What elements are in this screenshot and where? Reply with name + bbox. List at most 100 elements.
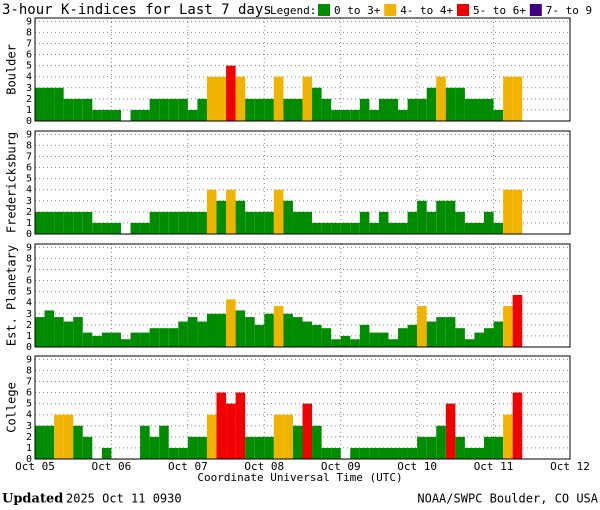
bar [149, 436, 160, 459]
bar [331, 447, 341, 459]
bar [407, 98, 418, 121]
bar [321, 328, 332, 347]
bar [149, 98, 160, 121]
y-tick-label: 5 [26, 287, 32, 298]
bar [493, 109, 504, 121]
footer-source: NOAA/SWPC Boulder, CO USA [417, 492, 598, 506]
y-tick-label: 0 [26, 454, 32, 465]
bar [273, 76, 284, 121]
bar [464, 98, 475, 121]
bar [235, 200, 246, 234]
bar [149, 328, 160, 347]
bar [187, 109, 198, 121]
bar [378, 211, 389, 234]
bar [273, 189, 284, 234]
bar [130, 332, 141, 347]
y-tick-label: 1 [26, 331, 32, 342]
bar [417, 306, 427, 347]
bar [455, 87, 465, 121]
x-axis-title: Coordinate Universal Time (UTC) [197, 471, 402, 484]
y-tick-label: 7 [26, 38, 32, 49]
panel-label: College [5, 382, 19, 433]
bar [321, 98, 332, 121]
y-tick-label: 6 [26, 163, 32, 174]
bar [101, 447, 112, 459]
bar [474, 447, 485, 459]
bar [378, 447, 389, 459]
bar [350, 109, 360, 121]
legend-swatch [529, 4, 542, 16]
y-tick-label: 8 [26, 27, 32, 38]
bar [312, 324, 322, 347]
bar [44, 211, 55, 234]
y-tick-label: 6 [26, 388, 32, 399]
bar [464, 339, 475, 347]
bar [340, 109, 351, 121]
bar [206, 313, 217, 347]
bar [503, 189, 513, 234]
bar [407, 324, 418, 347]
y-tick-label: 9 [26, 242, 32, 253]
bar [359, 98, 370, 121]
bar [455, 328, 465, 347]
bar [359, 211, 370, 234]
bar [187, 317, 198, 347]
bar [407, 211, 418, 234]
bar [321, 222, 332, 234]
y-tick-label: 2 [26, 207, 32, 218]
bar [436, 76, 446, 121]
bar [178, 98, 188, 121]
bar [140, 332, 150, 347]
bar [44, 310, 55, 347]
y-tick-label: 7 [26, 264, 32, 275]
bar [445, 87, 456, 121]
y-tick-label: 1 [26, 443, 32, 454]
bar [292, 98, 303, 121]
bar [455, 436, 465, 459]
x-tick-label: Oct 07 [168, 460, 208, 473]
bar [130, 222, 141, 234]
bar [63, 211, 74, 234]
y-tick-label: 4 [26, 410, 32, 421]
bar [35, 87, 45, 121]
y-tick-label: 3 [26, 309, 32, 320]
bar [292, 425, 303, 459]
legend-label: Legend: [270, 4, 316, 17]
bar [273, 414, 284, 459]
y-tick-label: 8 [26, 140, 32, 151]
y-tick-label: 8 [26, 365, 32, 376]
bar [426, 87, 437, 121]
bar [159, 328, 169, 347]
bar [63, 414, 74, 459]
bar [369, 332, 379, 347]
bar [197, 98, 207, 121]
x-tick-label: Oct 06 [92, 460, 132, 473]
bar [92, 335, 102, 347]
bar [206, 189, 217, 234]
bar [264, 313, 274, 347]
bar [54, 317, 64, 347]
bar [73, 98, 83, 121]
bar [245, 211, 255, 234]
bar [206, 414, 217, 459]
panel-label: Fredericksburg [5, 132, 19, 233]
y-tick-label: 2 [26, 320, 32, 331]
y-tick-label: 0 [26, 342, 32, 353]
bar [369, 447, 379, 459]
y-tick-label: 7 [26, 151, 32, 162]
bar [273, 306, 284, 347]
bar [331, 222, 341, 234]
bar [159, 425, 169, 459]
bar [359, 324, 370, 347]
bar [63, 321, 74, 347]
bar [512, 294, 523, 347]
bar [302, 403, 313, 459]
bar [140, 222, 150, 234]
bar [111, 222, 121, 234]
bar [44, 425, 55, 459]
bar [283, 414, 293, 459]
bar [359, 447, 370, 459]
bar [206, 76, 217, 121]
bar [168, 447, 179, 459]
bar [82, 98, 93, 121]
